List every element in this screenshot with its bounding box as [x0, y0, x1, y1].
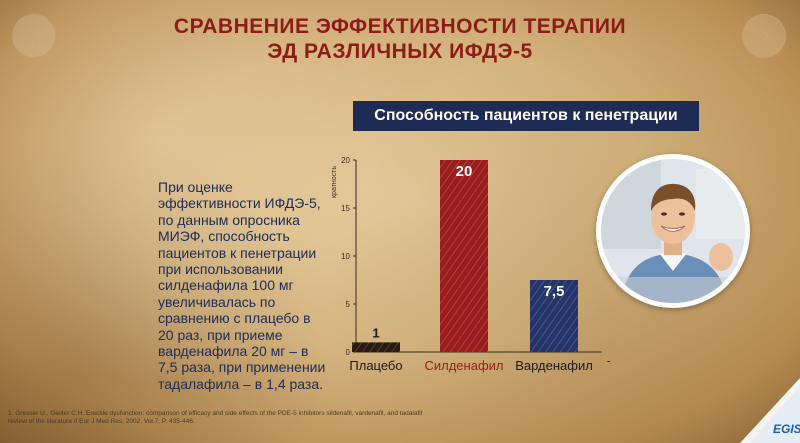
smiling-man-photo [596, 154, 750, 308]
bar-texture [440, 160, 488, 352]
bar-value-label: 20 [456, 163, 473, 180]
category-label: Варденафил [515, 358, 593, 373]
category-label: Силденафил [424, 358, 503, 373]
chevron-left-icon [28, 28, 38, 44]
reference-footnote: 1. Gresser U., Gleiter C.H. Erectile dys… [8, 410, 438, 426]
description-text: При оценке эффективности ИФДЭ-5, по данн… [158, 179, 326, 392]
category-label: Плацебо [349, 358, 402, 373]
chart-title-box: Способность пациентов к пенетрации [353, 101, 699, 131]
y-axis-label: кратность [331, 166, 338, 198]
bar-value-label: 1 [372, 325, 379, 340]
bar-texture [352, 342, 400, 352]
next-slide-button[interactable] [742, 14, 786, 58]
egis-logo-text: EGIS [773, 422, 800, 436]
y-tick-label: 20 [341, 156, 350, 165]
egis-logo-area: EGIS [740, 378, 800, 443]
chevron-right-icon [760, 28, 770, 44]
chart-title: Способность пациентов к пенетрации [374, 107, 678, 124]
footnote-line1: 1. Gresser U., Gleiter C.H. Erectile dys… [8, 410, 423, 417]
category-label: Тадалафил [607, 358, 610, 373]
y-tick-label: 5 [346, 300, 351, 309]
footnote-line2: review of the literature // Eur J Med Re… [8, 418, 195, 425]
bar-texture [530, 280, 578, 352]
y-tick-label: 15 [341, 204, 350, 213]
man-illustration [601, 159, 745, 303]
y-tick-label: 10 [341, 252, 350, 261]
bar-chart: 05101520кратность1Плацебо20Силденафил7,5… [331, 156, 610, 373]
y-tick-label: 0 [346, 348, 351, 357]
slide-title-line2: ЭД РАЗЛИЧНЫХ ИФДЭ-5 [267, 40, 533, 63]
bar-value-label: 7,5 [544, 283, 565, 300]
slide-title-line1: СРАВНЕНИЕ ЭФФЕКТИВНОСТИ ТЕРАПИИ [173, 15, 627, 38]
prev-slide-button[interactable] [12, 14, 56, 58]
slide-title: СРАВНЕНИЕ ЭФФЕКТИВНОСТИ ТЕРАПИИ ЭД РАЗЛИ… [0, 14, 800, 64]
